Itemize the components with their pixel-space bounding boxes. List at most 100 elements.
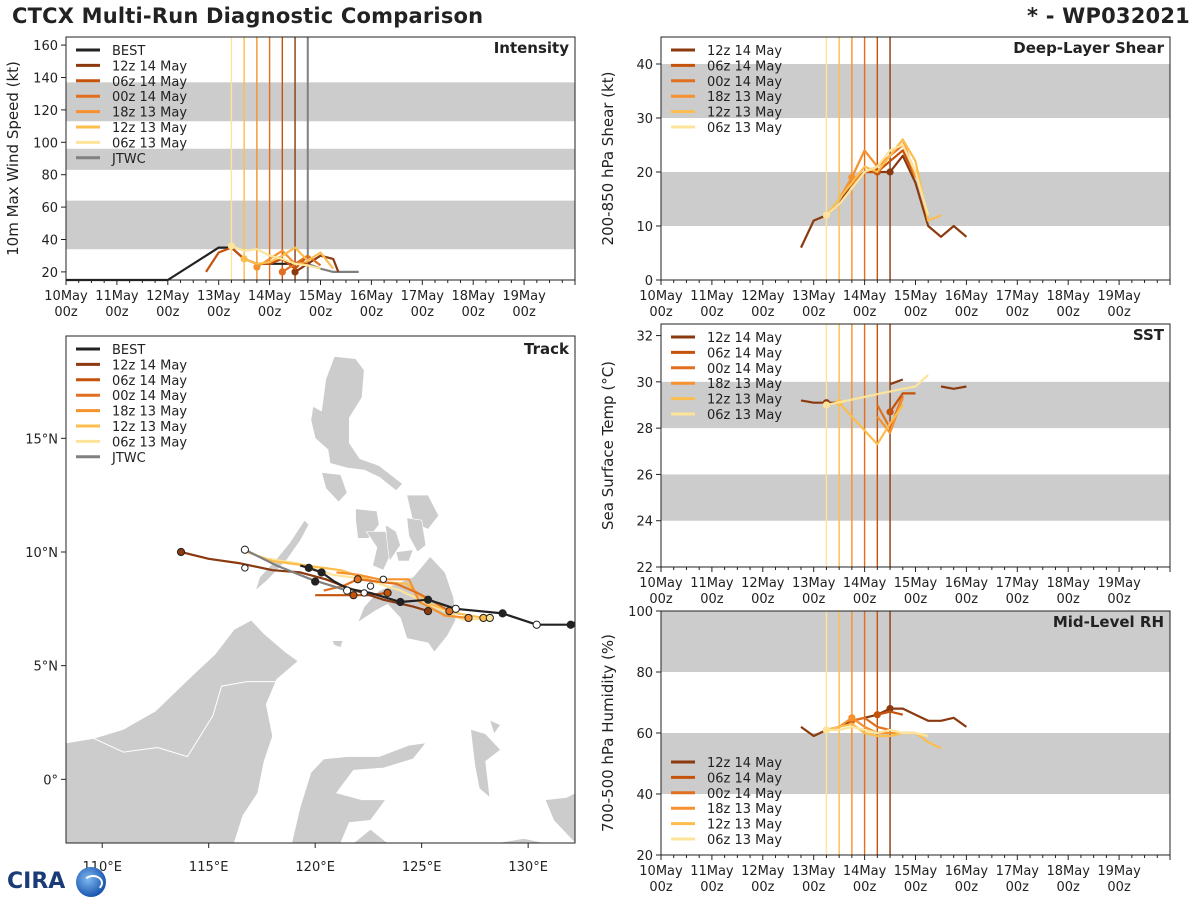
intensity-xtick-label-day: 15May: [299, 289, 343, 304]
sst-legend-label: 00z 14 May: [707, 362, 782, 377]
rh-xtick-label-day: 19May: [1097, 864, 1141, 879]
rh-xtick-label-hour: 00z: [1057, 880, 1081, 895]
rh-series-line: [826, 725, 929, 738]
intensity-series-point: [227, 242, 236, 250]
track-point: [343, 586, 352, 595]
rh-panel: 2040608010010May00z11May00z12May00z13May…: [599, 605, 1171, 895]
track-point: [304, 563, 313, 573]
track-legend-label: 12z 14 May: [112, 358, 187, 373]
shear-series-line: [864, 149, 917, 178]
sst-xtick-label-day: 10May: [639, 576, 683, 591]
rh-xtick-label-hour: 00z: [1107, 880, 1131, 895]
track-line: [180, 550, 429, 613]
sst-xtick-label-hour: 00z: [853, 592, 877, 607]
sst-series-line: [889, 378, 904, 386]
sst-xtick-label-day: 14May: [843, 576, 887, 591]
shear-band: [661, 64, 1170, 118]
intensity-xtick-label-day: 19May: [502, 289, 546, 304]
rh-series-point: [886, 705, 894, 713]
intensity-series-line: [281, 254, 322, 273]
track-point: [485, 613, 494, 623]
intensity-xtick-label-day: 10May: [44, 289, 88, 304]
sst-band: [661, 474, 1170, 521]
intensity-xtick-label-hour: 00z: [54, 305, 78, 320]
land-morotai: [489, 719, 501, 735]
shear-xtick-label-hour: 00z: [955, 305, 979, 320]
rh-ytick-label: 60: [636, 727, 653, 742]
track-frame: [65, 335, 576, 844]
land-negros: [365, 531, 393, 571]
rh-xtick-label-hour: 00z: [751, 880, 775, 895]
sst-xtick-label-day: 13May: [792, 576, 836, 591]
shear-xtick-label-day: 14May: [843, 289, 887, 304]
land-group: [66, 356, 575, 843]
sst-xtick-label-day: 12May: [741, 576, 785, 591]
sst-legend-label: 18z 13 May: [707, 377, 782, 392]
track-legend-label: 00z 14 May: [112, 389, 187, 404]
shear-legend-label: 18z 13 May: [707, 90, 782, 105]
rh-series-point: [822, 726, 831, 734]
track-point: [532, 620, 541, 629]
intensity-band: [66, 148, 575, 170]
sst-series-line: [889, 392, 916, 413]
shear-ytick-label: 40: [636, 58, 653, 73]
sst-xtick-label-hour: 00z: [751, 592, 775, 607]
track-point: [311, 577, 320, 586]
intensity-xtick-label-hour: 00z: [512, 305, 536, 320]
sst-legend-label: 06z 13 May: [707, 408, 782, 423]
sst-ytick-label: 22: [636, 561, 653, 576]
track-ytick-label: 0°: [43, 773, 58, 788]
intensity-legend-label: 12z 13 May: [112, 121, 187, 136]
land-palawan: [254, 519, 310, 592]
shear-xtick-label-day: 10May: [639, 289, 683, 304]
rh-series-line: [826, 722, 942, 750]
shear-series-point: [822, 211, 831, 219]
rh-ytick-label: 40: [636, 788, 653, 803]
intensity-xtick-label-hour: 00z: [207, 305, 231, 320]
intensity-band: [66, 82, 575, 122]
sst-series-line: [940, 385, 967, 390]
shear-ytick-label: 10: [636, 220, 653, 235]
intensity-xtick-label-day: 17May: [401, 289, 445, 304]
sst-ytick-label: 30: [636, 376, 653, 391]
sst-panel: 22242628303210May00z11May00z12May00z13Ma…: [599, 323, 1171, 607]
sst-xtick-label-day: 16May: [945, 576, 989, 591]
shear-xtick-label-hour: 00z: [700, 305, 724, 320]
shear-xtick-label-hour: 00z: [853, 305, 877, 320]
sst-xtick-label-day: 18May: [1046, 576, 1090, 591]
rh-legend-label: 06z 14 May: [707, 771, 782, 786]
shear-ytick-label: 30: [636, 112, 653, 127]
track-point: [464, 613, 473, 623]
track-point: [423, 606, 433, 616]
intensity-ytick-label: 20: [41, 266, 58, 281]
shear-xtick-label-hour: 00z: [649, 305, 673, 320]
rh-band: [661, 733, 1170, 794]
sst-ytick-label: 32: [636, 330, 653, 345]
rh-ytick-label: 20: [636, 849, 653, 864]
track-point: [241, 564, 249, 572]
shear-title: Deep-Layer Shear: [1013, 39, 1164, 57]
intensity-xtick-label-hour: 00z: [360, 305, 384, 320]
land-luzon: [310, 356, 403, 492]
rh-series-point: [873, 711, 881, 719]
sst-ytick-label: 24: [636, 515, 653, 530]
track-ytick-label: 15°N: [25, 432, 58, 447]
sst-xtick-label-hour: 00z: [904, 592, 928, 607]
rh-xtick-label-day: 10May: [639, 864, 683, 879]
intensity-band: [66, 200, 575, 250]
track-legend-label: 12z 13 May: [112, 420, 187, 435]
sst-ytick-label: 28: [636, 422, 653, 437]
intensity-xtick-label-day: 18May: [451, 289, 495, 304]
sst-xtick-label-day: 11May: [690, 576, 734, 591]
shear-xtick-label-day: 17May: [996, 289, 1040, 304]
land-mindoro: [321, 472, 348, 503]
shear-panel: 01020304010May00z11May00z12May00z13May00…: [599, 36, 1171, 320]
land-halmahera: [470, 728, 501, 799]
rh-legend-label: 12z 13 May: [707, 818, 782, 833]
intensity-ytick-label: 80: [41, 169, 58, 184]
intensity-ytick-label: 100: [33, 136, 58, 151]
shear-band: [661, 172, 1170, 226]
track-point: [353, 575, 362, 584]
intensity-xtick-label-day: 14May: [248, 289, 292, 304]
